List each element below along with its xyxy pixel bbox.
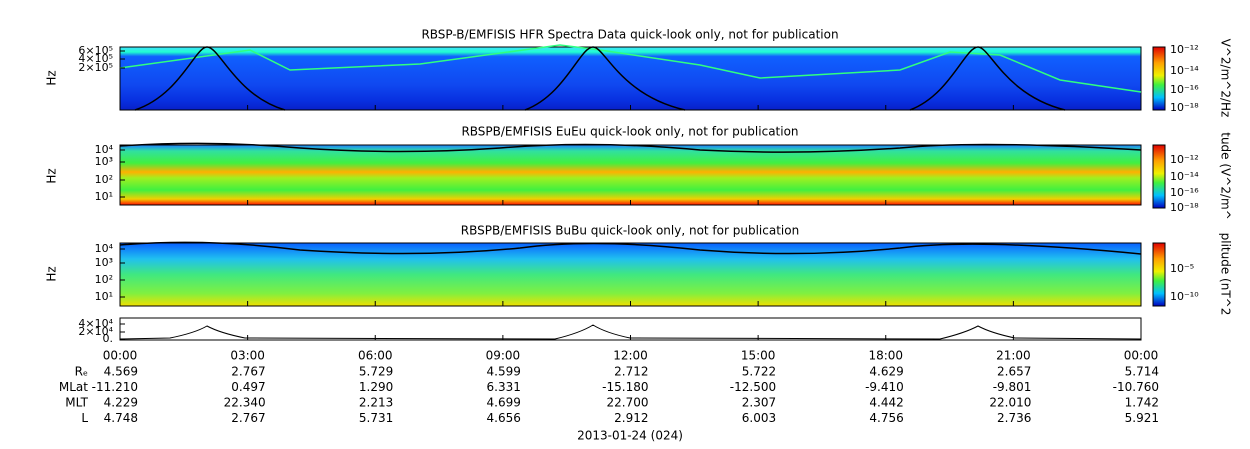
ephemeris-value: 22.010 [989, 396, 1031, 410]
ephemeris-value: -12.500 [730, 380, 776, 394]
panel-title: RBSP-B/EMFISIS HFR Spectra Data quick-lo… [421, 28, 838, 42]
colorbar-tick-label: 10⁻¹² [1170, 43, 1199, 56]
ephemeris-value: 2.712 [614, 365, 648, 379]
colorbar-label: plitude (nT^2 [1219, 233, 1233, 316]
x-tick-label: 00:00 [103, 349, 138, 363]
ephemeris-value: 4.699 [487, 396, 521, 410]
x-tick-label: 12:00 [613, 349, 648, 363]
ephemeris-label: MLT [65, 396, 88, 410]
ephemeris-value: -9.410 [865, 380, 904, 394]
spectrogram-bubu [119, 242, 1142, 307]
ephemeris-value: 1.742 [1125, 396, 1159, 410]
artwork [119, 44, 1166, 341]
x-tick-label: 03:00 [230, 349, 265, 363]
ephemeris-value: 4.748 [104, 411, 138, 425]
ephemeris-value: 4.569 [104, 365, 138, 379]
colorbar-tick-label: 10⁻⁵ [1170, 262, 1194, 275]
line-trace [119, 324, 1142, 340]
y-tick-label: 10³ [95, 256, 113, 269]
y-tick-label: 6×10⁵ [78, 44, 113, 57]
ephemeris-value: 6.003 [742, 411, 776, 425]
colorbar-tick-label: 10⁻¹⁶ [1170, 83, 1199, 96]
colorbar-tick-label: 10⁻¹² [1170, 153, 1199, 166]
y-axis-label: Hz [45, 70, 59, 85]
ephemeris-value: -10.760 [1113, 380, 1159, 394]
colorbar-tick-label: 10⁻¹⁰ [1170, 290, 1199, 303]
ephemeris-value: -9.801 [993, 380, 1032, 394]
ephemeris-value: 4.756 [869, 411, 903, 425]
y-tick-label: 10³ [95, 155, 113, 168]
ephemeris-value: 4.229 [104, 396, 138, 410]
ephemeris-label: L [81, 411, 88, 425]
colorbar-tick-label: 10⁻¹⁸ [1170, 201, 1199, 214]
y-tick-label: 10² [95, 273, 113, 286]
colorbar-tick-label: 10⁻¹⁴ [1170, 64, 1199, 77]
ephemeris-value: 6.331 [487, 380, 521, 394]
x-tick-label: 06:00 [358, 349, 393, 363]
ephemeris-value: 5.921 [1125, 411, 1159, 425]
y-tick-label: 2×10⁴ [78, 325, 113, 338]
ephemeris-value: 2.767 [231, 365, 265, 379]
y-axis-label: Hz [45, 168, 59, 183]
x-tick-label: 18:00 [868, 349, 903, 363]
ephemeris-value: 1.290 [359, 380, 393, 394]
boundary-curve [134, 46, 1066, 111]
spectrogram-eueu [119, 144, 1142, 206]
spectrogram-hfr [119, 46, 1142, 111]
ephemeris-value: 2.767 [231, 411, 265, 425]
y-tick-label: 10⁴ [95, 143, 114, 156]
boundary-curve [119, 241, 1142, 255]
ephemeris-value: 4.599 [487, 365, 521, 379]
y-tick-label: 10¹ [95, 290, 113, 303]
ephemeris-value: 4.442 [869, 396, 903, 410]
y-tick-label: 4×10⁵ [78, 52, 113, 65]
y-tick-label: 0. [103, 332, 114, 345]
ephemeris-value: 2.657 [997, 365, 1031, 379]
colorbar-tick-label: 10⁻¹⁶ [1170, 186, 1199, 199]
ephemeris-value: 22.700 [607, 396, 649, 410]
y-tick-label: 10² [95, 173, 113, 186]
colorbar [1152, 144, 1166, 209]
panel-title: RBSPB/EMFISIS EuEu quick-look only, not … [461, 125, 798, 139]
date-label: 2013-01-24 (024) [577, 429, 683, 443]
colorbar [1152, 242, 1166, 307]
ephemeris-value: 2.213 [359, 396, 393, 410]
boundary-curve [119, 142, 1142, 153]
ephemeris-value: 5.729 [359, 365, 393, 379]
x-tick-label: 21:00 [996, 349, 1031, 363]
ephemeris-value: 2.736 [997, 411, 1031, 425]
y-tick-label: 2×10⁵ [78, 61, 113, 74]
x-tick-label: 00:00 [1124, 349, 1159, 363]
x-tick-label: 09:00 [486, 349, 521, 363]
ephemeris-value: 5.714 [1125, 365, 1159, 379]
ephemeris-value: 2.912 [614, 411, 648, 425]
colorbar-tick-label: 10⁻¹⁸ [1170, 101, 1199, 114]
y-axis-label: Hz [45, 266, 59, 281]
y-tick-label: 4×10⁴ [78, 317, 113, 330]
colorbar-label: tude (V^2/m^ [1219, 132, 1233, 220]
hfr-line [119, 44, 1142, 93]
ephemeris-value: -11.210 [92, 380, 138, 394]
colorbar [1152, 46, 1166, 111]
x-tick-label: 15:00 [741, 349, 776, 363]
ephemeris-value: 5.722 [742, 365, 776, 379]
y-tick-label: 10⁴ [95, 242, 114, 255]
ephemeris-value: 2.307 [742, 396, 776, 410]
ephemeris-value: 4.656 [487, 411, 521, 425]
ephemeris-value: 4.629 [869, 365, 903, 379]
ephemeris-value: -15.180 [602, 380, 648, 394]
panel-title: RBSPB/EMFISIS BuBu quick-look only, not … [461, 224, 799, 238]
y-tick-label: 10¹ [95, 190, 113, 203]
ephemeris-value: 5.731 [359, 411, 393, 425]
ephemeris-label: MLat [59, 380, 88, 394]
ephemeris-label: Rₑ [75, 365, 88, 379]
colorbar-tick-label: 10⁻¹⁴ [1170, 170, 1199, 183]
ephemeris-value: 0.497 [231, 380, 265, 394]
ephemeris-value: 22.340 [224, 396, 266, 410]
colorbar-label: V^2/m^2/Hz [1219, 39, 1233, 118]
